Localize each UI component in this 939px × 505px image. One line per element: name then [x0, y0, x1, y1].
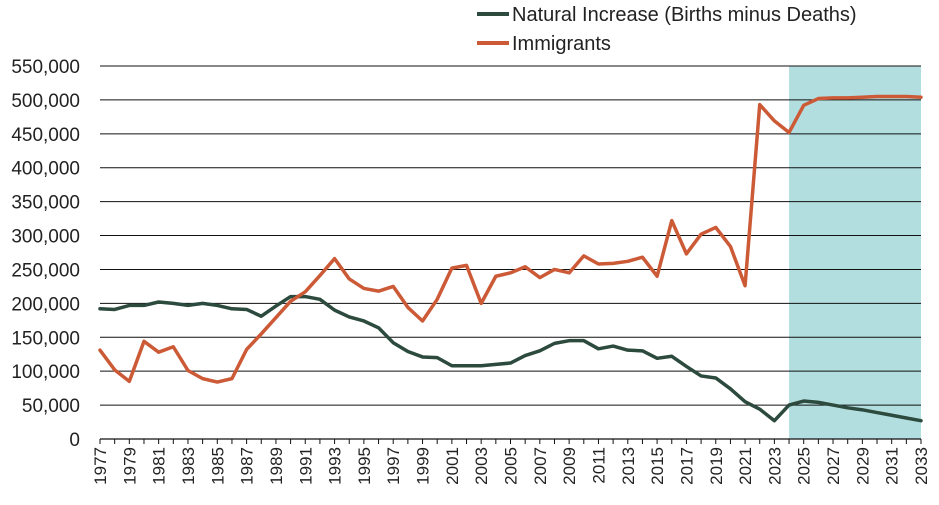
- x-tick-label: 2023: [765, 447, 784, 485]
- projection-band: [789, 66, 921, 439]
- x-tick-label: 1987: [238, 447, 257, 485]
- x-tick-label: 1989: [267, 447, 286, 485]
- x-tick-label: 2027: [824, 447, 843, 485]
- y-tick-label: 300,000: [11, 227, 80, 248]
- x-tick-label: 1979: [120, 447, 139, 485]
- x-tick-label: 1977: [91, 447, 110, 485]
- x-tick-label: 1985: [208, 447, 227, 485]
- y-tick-label: 100,000: [11, 362, 80, 383]
- y-tick-label: 550,000: [11, 57, 80, 78]
- x-tick-label: 2009: [560, 447, 579, 485]
- x-tick-label: 1993: [326, 447, 345, 485]
- x-tick-label: 2003: [472, 447, 491, 485]
- y-tick-label: 450,000: [11, 125, 80, 146]
- x-tick-label: 2025: [795, 447, 814, 485]
- y-tick-label: 150,000: [11, 328, 80, 349]
- y-tick-label: 250,000: [11, 260, 80, 281]
- legend-label-immigrants: Immigrants: [512, 33, 611, 55]
- x-tick-label: 2013: [619, 447, 638, 485]
- series-line-immigrants: [98, 94, 923, 384]
- x-tick-label: 2005: [502, 447, 521, 485]
- x-tick-label: 2031: [883, 447, 902, 485]
- x-tick-label: 1981: [150, 447, 169, 485]
- x-tick-label: 2011: [589, 447, 608, 484]
- x-tick-label: 2019: [707, 447, 726, 485]
- y-axis: 0 50,000 100,000 150,000 200,000 250,000 300,0…: [11, 57, 80, 451]
- x-tick-label: 1983: [179, 447, 198, 485]
- series-line-natural-increase: [98, 294, 923, 423]
- x-axis: 1977 1979 1981 1983 1985 1987 1989 1991 1993 1995…: [91, 438, 931, 485]
- x-tick-label: 2021: [736, 447, 755, 485]
- legend: Natural Increase (Births minus Deaths) I…: [477, 4, 857, 55]
- y-tick-label: 50,000: [22, 396, 80, 417]
- x-tick-label: 1999: [414, 447, 433, 485]
- x-tick-label: 2015: [648, 447, 667, 485]
- x-tick-label: 2033: [912, 447, 931, 485]
- x-tick-label: 1997: [384, 447, 403, 485]
- legend-label-natural-increase: Natural Increase (Births minus Deaths): [512, 4, 857, 26]
- y-tick-label: 0: [69, 430, 80, 451]
- x-tick-label: 1995: [355, 447, 374, 485]
- y-tick-label: 400,000: [11, 159, 80, 180]
- y-tick-label: 200,000: [11, 294, 80, 315]
- x-tick-label: 2029: [853, 447, 872, 485]
- x-tick-label: 2017: [677, 447, 696, 485]
- series-lines: [98, 94, 923, 423]
- y-tick-label: 500,000: [11, 91, 80, 112]
- x-tick-label: 2007: [531, 447, 550, 485]
- x-tick-label: 2001: [443, 447, 462, 485]
- y-tick-label: 350,000: [11, 193, 80, 214]
- x-tick-label: 1991: [296, 447, 315, 485]
